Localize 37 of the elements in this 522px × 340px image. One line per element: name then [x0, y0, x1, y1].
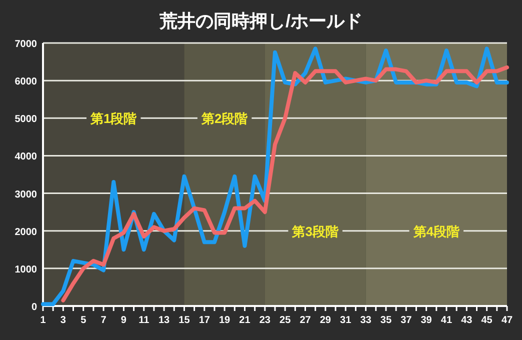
x-tick-label: 7	[100, 315, 107, 326]
y-tick-label: 6000	[14, 76, 38, 88]
x-tick-label: 45	[481, 315, 493, 326]
y-tick-label: 7000	[14, 39, 38, 50]
x-tick-label: 13	[158, 315, 170, 326]
band-label: 第2段階	[200, 111, 249, 126]
x-tick-label: 19	[219, 315, 231, 326]
x-tick-label: 23	[259, 315, 271, 326]
x-tick-label: 17	[198, 315, 210, 326]
x-tick-label: 39	[420, 315, 432, 326]
x-tick-label: 25	[280, 315, 292, 326]
x-tick-label: 43	[461, 315, 473, 326]
x-tick-label: 11	[138, 315, 150, 326]
y-tick-label: 3000	[14, 189, 38, 200]
y-tick-label: 1000	[14, 264, 38, 276]
x-tick-label: 29	[320, 315, 332, 326]
x-tick-label: 35	[380, 315, 392, 326]
y-tick-label: 4000	[14, 152, 38, 163]
x-tick-label: 33	[360, 315, 372, 326]
x-tick-label: 47	[501, 315, 513, 326]
x-tick-label: 9	[120, 315, 127, 326]
band-label: 第3段階	[291, 224, 340, 239]
x-tick-label: 27	[300, 315, 312, 326]
y-tick-label: 5000	[14, 114, 38, 126]
x-tick-label: 31	[340, 315, 352, 326]
y-tick-label: 0	[31, 302, 38, 313]
x-tick-label: 3	[60, 315, 66, 326]
x-tick-label: 1	[40, 315, 46, 326]
chart-title: 荒井の同時押し/ホールド	[158, 11, 363, 31]
band-label: 第4段階	[412, 224, 461, 239]
x-tick-label: 5	[80, 315, 87, 326]
x-tick-label: 15	[178, 315, 190, 326]
x-tick-label: 41	[440, 315, 452, 326]
x-tick-label: 37	[400, 315, 412, 326]
x-tick-label: 21	[239, 315, 251, 326]
y-tick-label: 2000	[14, 226, 38, 238]
band-label: 第1段階	[89, 111, 138, 126]
